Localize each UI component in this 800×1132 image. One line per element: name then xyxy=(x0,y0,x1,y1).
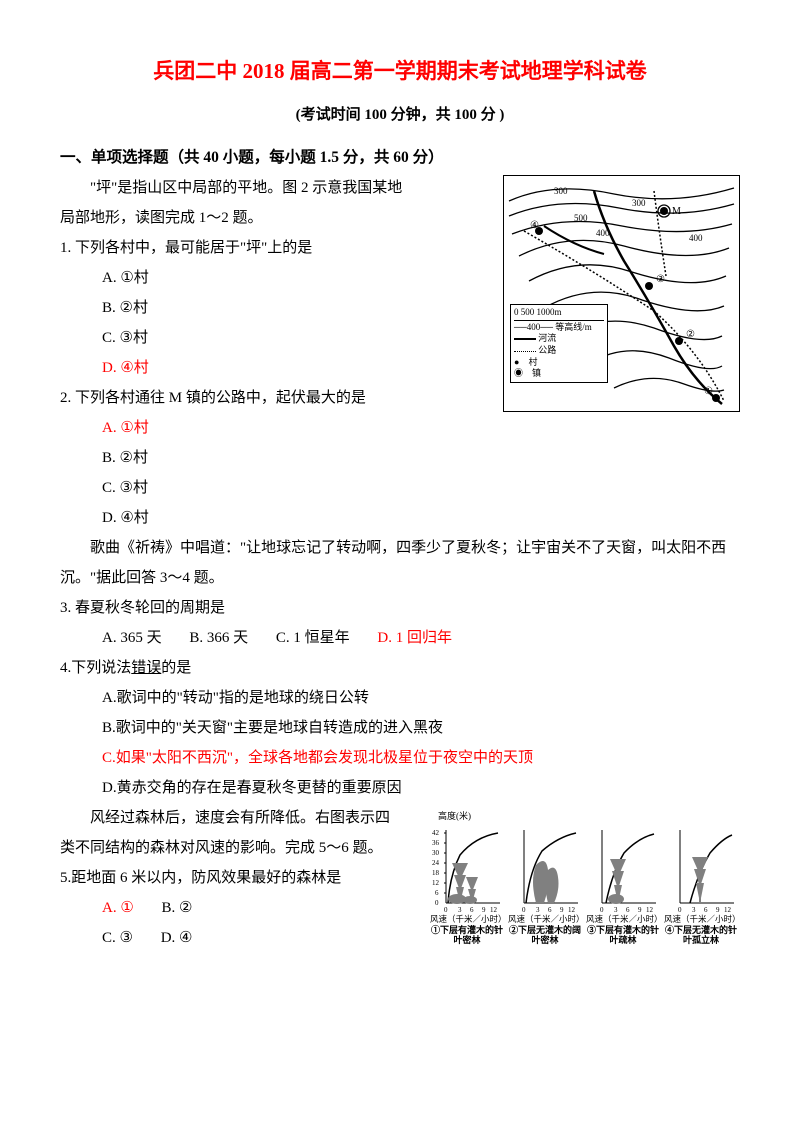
chart-4: 0 369 12 风速（千米／小时） ④下层无灌木的针叶孤立林 xyxy=(664,825,738,945)
q4-underline: 错误 xyxy=(131,660,161,676)
svg-text:④: ④ xyxy=(530,220,539,231)
legend-contour: ──400── 等高线/m xyxy=(514,320,604,334)
map-legend: 0 500 1000m ──400── 等高线/m 河流 公路 ● 村 ◉ 镇 xyxy=(510,304,608,383)
svg-text:9: 9 xyxy=(560,906,564,914)
svg-text:300: 300 xyxy=(632,198,646,208)
svg-text:6: 6 xyxy=(704,906,708,914)
svg-text:12: 12 xyxy=(490,906,498,914)
legend-town: ◉ 镇 xyxy=(514,368,604,380)
legend-village: ● 村 xyxy=(514,357,604,369)
svg-text:18: 18 xyxy=(432,869,440,877)
svg-text:6: 6 xyxy=(626,906,630,914)
svg-text:42: 42 xyxy=(432,829,440,837)
svg-text:9: 9 xyxy=(716,906,720,914)
svg-text:24: 24 xyxy=(432,859,440,867)
chart-3: 0 369 12 风速（千米／小时） ③下层有灌木的针叶疏林 xyxy=(586,825,660,945)
q4-option-b: B.歌词中的"关天窗"主要是地球自转造成的进入黑夜 xyxy=(102,713,740,743)
q3-option-d: D. 1 回归年 xyxy=(377,623,452,653)
q4-option-c: C.如果"太阳不西沉"，全球各地都会发现北极星位于夜空中的天顶 xyxy=(102,743,740,773)
question-4: 4.下列说法错误的是 xyxy=(60,653,740,683)
svg-text:6: 6 xyxy=(548,906,552,914)
q5-option-c: C. ③ xyxy=(102,923,133,953)
chart-caption-3: ③下层有灌木的针叶疏林 xyxy=(586,925,660,946)
q2-option-b: B. ②村 xyxy=(102,443,740,473)
intro-2: 歌曲《祈祷》中唱道："让地球忘记了转动啊，四季少了夏秋冬；让宇宙关不了天窗，叫太… xyxy=(60,533,740,593)
q5-option-d: D. ④ xyxy=(161,923,193,953)
q4-option-a: A.歌词中的"转动"指的是地球的绕日公转 xyxy=(102,683,740,713)
svg-text:3: 3 xyxy=(692,906,696,914)
svg-text:500: 500 xyxy=(574,213,588,223)
exam-subtitle: (考试时间 100 分钟，共 100 分 ) xyxy=(60,100,740,130)
svg-text:3: 3 xyxy=(614,906,618,914)
legend-river: 河流 xyxy=(514,333,604,345)
svg-text:300: 300 xyxy=(554,186,568,196)
svg-text:6: 6 xyxy=(470,906,474,914)
svg-text:0: 0 xyxy=(435,899,439,907)
topographic-map-figure: ④ M ③ ② ① 300 300 400 500 400 0 500 1000… xyxy=(503,175,740,412)
section-head-1: 一、单项选择题（共 40 小题，每小题 1.5 分，共 60 分） xyxy=(60,142,740,173)
svg-text:②: ② xyxy=(686,329,695,340)
q2-option-a: A. ①村 xyxy=(102,413,740,443)
svg-text:400: 400 xyxy=(689,233,703,243)
svg-text:30: 30 xyxy=(432,849,440,857)
chart-xlabel-4: 风速（千米／小时） xyxy=(664,915,738,925)
svg-text:400: 400 xyxy=(596,228,610,238)
q4-option-d: D.黄赤交角的存在是春夏秋冬更替的重要原因 xyxy=(102,773,740,803)
chart-xlabel-2: 风速（千米／小时） xyxy=(508,915,582,925)
q3-option-b: B. 366 天 xyxy=(189,623,248,653)
chart-2: 0 369 12 风速（千米／小时） ②下层无灌木的阔叶密林 xyxy=(508,825,582,945)
svg-text:12: 12 xyxy=(724,906,732,914)
chart-caption-2: ②下层无灌木的阔叶密林 xyxy=(508,925,582,946)
svg-text:①: ① xyxy=(704,386,713,397)
svg-text:③: ③ xyxy=(656,274,665,285)
svg-text:0: 0 xyxy=(522,906,526,914)
q5-option-a: A. ① xyxy=(102,893,134,923)
chart-1: 42 36 30 24 18 12 6 0 036912 风速（千米／小时） ①… xyxy=(430,825,504,945)
chart-yaxis-title: 高度(米) xyxy=(438,807,740,825)
svg-text:M: M xyxy=(672,206,681,217)
svg-text:9: 9 xyxy=(638,906,642,914)
exam-title: 兵团二中 2018 届高二第一学期期末考试地理学科试卷 xyxy=(60,50,740,92)
chart-xlabel-1: 风速（千米／小时） xyxy=(430,915,504,925)
svg-text:0: 0 xyxy=(600,906,604,914)
chart-caption-1: ①下层有灌木的针叶密林 xyxy=(430,925,504,946)
chart-xlabel-3: 风速（千米／小时） xyxy=(586,915,660,925)
svg-text:36: 36 xyxy=(432,839,440,847)
svg-text:12: 12 xyxy=(646,906,654,914)
svg-text:12: 12 xyxy=(568,906,576,914)
q5-option-b: B. ② xyxy=(162,893,193,923)
legend-scale: 0 500 1000m xyxy=(514,307,604,319)
svg-text:9: 9 xyxy=(482,906,486,914)
chart-caption-4: ④下层无灌木的针叶孤立林 xyxy=(664,925,738,946)
q3-options: A. 365 天 B. 366 天 C. 1 恒星年 D. 1 回归年 xyxy=(102,623,740,653)
forest-wind-charts: 高度(米) 42 36 30 24 18 12 6 0 036912 xyxy=(430,807,740,945)
svg-text:12: 12 xyxy=(432,879,440,887)
legend-road: 公路 xyxy=(514,345,604,357)
svg-text:3: 3 xyxy=(536,906,540,914)
q3-option-c: C. 1 恒星年 xyxy=(276,623,350,653)
q3-option-a: A. 365 天 xyxy=(102,623,162,653)
svg-text:3: 3 xyxy=(458,906,462,914)
svg-text:0: 0 xyxy=(444,906,448,914)
question-3: 3. 春夏秋冬轮回的周期是 xyxy=(60,593,740,623)
svg-text:0: 0 xyxy=(678,906,682,914)
q2-option-c: C. ③村 xyxy=(102,473,740,503)
svg-text:6: 6 xyxy=(435,889,439,897)
q2-option-d: D. ④村 xyxy=(102,503,740,533)
